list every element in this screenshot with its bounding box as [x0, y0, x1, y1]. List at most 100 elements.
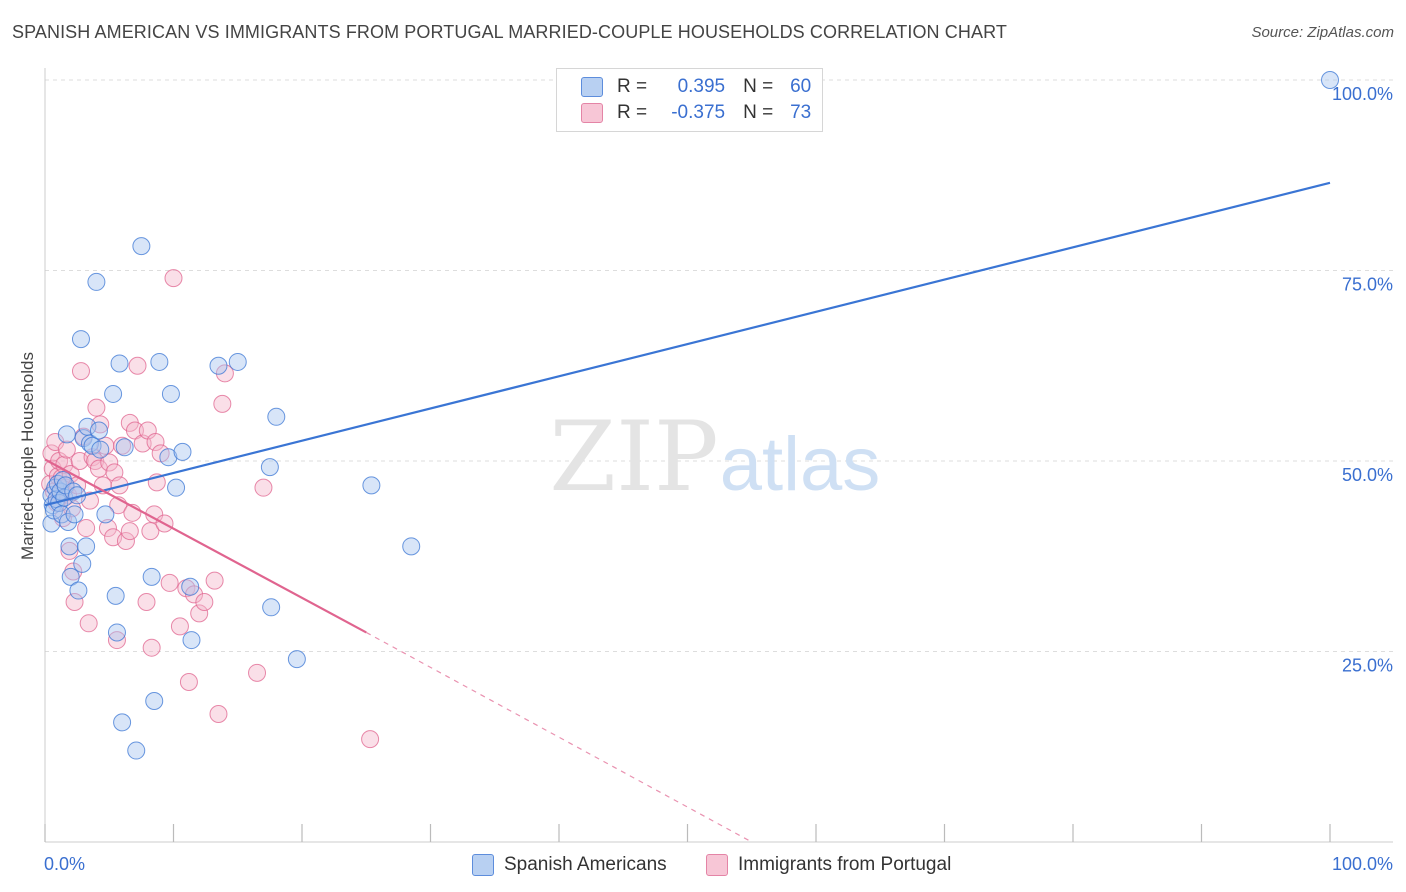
data-point: [77, 519, 96, 538]
legend-row-immigrants-from-portugal: R = -0.375 N = 73: [581, 101, 811, 125]
data-point: [159, 448, 178, 467]
data-point: [127, 741, 146, 760]
legend-r-label: R =: [617, 76, 648, 97]
data-point: [60, 541, 79, 560]
data-point: [161, 384, 180, 403]
legend-r-label: R =: [617, 102, 648, 123]
data-point: [173, 442, 192, 461]
data-point: [128, 356, 147, 375]
trend-line-extension-dashed: [365, 631, 753, 843]
data-point: [98, 519, 117, 538]
data-point: [164, 269, 183, 288]
source-credit: Source: ZipAtlas.com: [1251, 24, 1394, 41]
x-tick-label-start: 0.0%: [44, 854, 85, 874]
watermark-zip: ZIP: [549, 401, 718, 513]
data-point: [402, 537, 421, 556]
data-point: [362, 476, 381, 495]
bottom-legend-spanish-americans: Spanish Americans: [472, 852, 667, 878]
data-point: [65, 592, 84, 611]
data-point: [179, 672, 198, 691]
y-tick-label: 100.0%: [1332, 84, 1393, 104]
data-point: [132, 237, 151, 256]
data-point: [87, 272, 106, 291]
data-point: [150, 352, 169, 371]
legend-swatch-blue: [581, 77, 603, 97]
y-tick-label: 50.0%: [1342, 465, 1393, 485]
y-tick-labels: 25.0% 50.0% 75.0% 100.0%: [1332, 84, 1393, 676]
data-point: [167, 478, 186, 497]
data-point: [57, 425, 76, 444]
legend-r-value: 0.395: [677, 76, 726, 97]
data-point: [146, 432, 165, 451]
legend-swatch-pink: [581, 103, 603, 123]
trend-line-spanish-americans: [44, 181, 1331, 507]
data-point: [69, 581, 88, 600]
data-point: [96, 505, 115, 524]
data-point: [104, 384, 123, 403]
data-point: [228, 352, 247, 371]
axes: [44, 68, 1393, 843]
data-point: [64, 562, 83, 581]
data-point: [195, 592, 214, 611]
data-point: [71, 362, 90, 381]
data-point: [79, 614, 98, 633]
data-point: [77, 537, 96, 556]
data-point: [80, 434, 99, 453]
correlation-legend: R = 0.395 N = 60 R = -0.375 N = 73: [556, 68, 823, 132]
x-tick-labels: 0.0% 100.0%: [44, 854, 1393, 874]
data-point: [53, 471, 72, 490]
data-point: [87, 398, 106, 417]
series-immigrants-from-portugal: [41, 269, 380, 749]
data-point: [91, 440, 110, 459]
y-axis-title: Married-couple Households: [18, 352, 37, 560]
data-point: [120, 522, 139, 541]
data-point: [115, 438, 134, 457]
data-point: [73, 554, 92, 573]
legend-n-value: 73: [790, 102, 812, 123]
bottom-legend-swatch-pink: [706, 854, 728, 876]
data-point: [215, 364, 234, 383]
data-point: [213, 394, 232, 413]
data-point: [209, 704, 228, 723]
bottom-legend-immigrants-from-portugal: Immigrants from Portugal: [706, 852, 951, 878]
data-point: [110, 354, 129, 373]
data-point: [205, 571, 224, 590]
bottom-legend-label: Immigrants from Portugal: [738, 854, 952, 875]
legend-n-label: N =: [743, 102, 774, 123]
data-point: [60, 537, 79, 556]
data-point: [65, 505, 84, 524]
series-spanish-americans: [42, 71, 1339, 760]
data-point: [260, 458, 279, 477]
legend-r-value: -0.375: [671, 102, 726, 123]
x-tick-label-end: 100.0%: [1332, 854, 1393, 874]
legend-row-spanish-americans: R = 0.395 N = 60: [581, 75, 811, 99]
data-point: [137, 592, 156, 611]
data-point: [116, 532, 135, 551]
y-tick-label: 25.0%: [1342, 656, 1393, 676]
trend-line-immigrants-from-portugal: [44, 458, 367, 634]
data-point: [142, 567, 161, 586]
watermark: ZIP atlas: [549, 401, 880, 513]
data-point: [141, 522, 160, 541]
data-point: [71, 330, 90, 349]
data-point: [89, 459, 108, 478]
chart-title: SPANISH AMERICAN VS IMMIGRANTS FROM PORT…: [12, 22, 1007, 42]
grid-lines: [45, 79, 1393, 652]
data-point: [57, 440, 76, 459]
data-point: [248, 663, 267, 682]
data-point: [59, 512, 78, 531]
data-point: [100, 453, 119, 472]
data-point: [190, 604, 209, 623]
data-point: [209, 356, 228, 375]
bottom-legend-swatch-blue: [472, 854, 494, 876]
data-point: [107, 631, 126, 650]
data-point: [145, 692, 164, 711]
legend-n-label: N =: [743, 76, 774, 97]
bottom-legend-label: Spanish Americans: [504, 854, 667, 875]
data-point: [361, 730, 380, 749]
data-point: [61, 567, 80, 586]
data-point: [262, 598, 281, 617]
watermark-atlas: atlas: [720, 422, 881, 507]
data-point: [267, 407, 286, 426]
